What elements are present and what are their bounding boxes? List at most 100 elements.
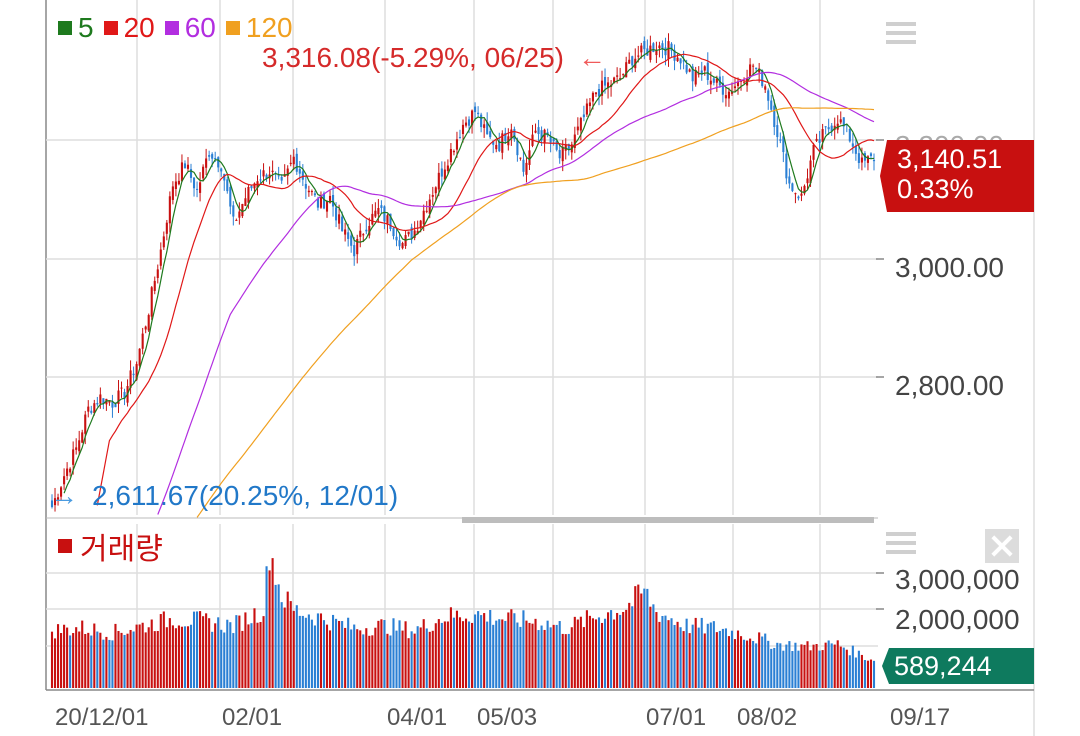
volume-bar xyxy=(380,619,383,688)
min-price-text: 2,611.67(20.25%, 12/01) xyxy=(92,480,399,511)
candle-body xyxy=(202,166,205,179)
volume-bar xyxy=(108,639,111,688)
volume-bar xyxy=(513,613,516,688)
volume-bar xyxy=(649,606,652,688)
volume-bar xyxy=(767,640,770,688)
candle-body xyxy=(474,106,477,113)
candle-body xyxy=(168,196,171,224)
volume-bar xyxy=(63,624,66,688)
volume-bar xyxy=(691,624,694,688)
volume-bar xyxy=(836,640,839,688)
volume-bar xyxy=(733,639,737,688)
volume-bar xyxy=(93,623,96,688)
candle-body xyxy=(567,143,570,150)
candle-body xyxy=(628,59,631,64)
volume-bar xyxy=(742,639,746,688)
volume-bar xyxy=(322,620,326,688)
candle-body xyxy=(525,162,528,175)
volume-bar xyxy=(685,618,688,688)
volume-bar xyxy=(250,623,253,688)
legend-ma5[interactable]: 5 xyxy=(58,12,94,44)
legend-ma120[interactable]: 120 xyxy=(225,12,293,44)
volume-bar xyxy=(582,627,585,688)
candle-body xyxy=(691,66,694,82)
candle-body xyxy=(307,190,310,193)
price-menu-icon[interactable] xyxy=(886,22,916,49)
volume-bar xyxy=(706,623,709,688)
volume-bar xyxy=(555,624,558,688)
price-axis-label-2800: 2,800.00 xyxy=(895,370,1004,401)
volume-bar xyxy=(869,659,873,688)
volume-bar xyxy=(180,626,184,688)
candle-body xyxy=(189,169,193,178)
volume-menu-icon[interactable] xyxy=(886,532,916,559)
candle-body xyxy=(749,64,752,77)
volume-bar xyxy=(585,610,588,688)
volume-bar xyxy=(316,613,319,688)
price-axis-label-3000: 3,000.00 xyxy=(895,252,1004,283)
volume-bar xyxy=(564,634,567,688)
candle-body xyxy=(715,78,718,83)
volume-bar xyxy=(534,618,537,688)
candle-body xyxy=(712,78,715,83)
candle-body xyxy=(703,66,706,71)
candle-body xyxy=(700,70,703,75)
candle-body xyxy=(425,210,428,212)
volume-bar xyxy=(120,632,123,688)
candle-body xyxy=(401,243,404,249)
candle-body xyxy=(322,193,326,209)
volume-bar xyxy=(495,620,498,688)
volume-bar xyxy=(313,625,316,688)
candle-body xyxy=(727,91,730,99)
volume-bar xyxy=(232,633,235,688)
candle-body xyxy=(767,90,770,101)
volume-bar xyxy=(631,606,634,688)
volume-bar xyxy=(280,602,283,688)
panel-splitter[interactable] xyxy=(462,517,874,523)
volume-bar xyxy=(848,655,851,688)
candle-body xyxy=(576,126,579,131)
legend-ma20[interactable]: 20 xyxy=(103,12,155,44)
volume-bar xyxy=(573,616,576,688)
volume-bar xyxy=(84,633,87,688)
candle-body xyxy=(607,82,610,89)
candle-body xyxy=(335,207,338,221)
candle-body xyxy=(87,406,90,412)
candle-body xyxy=(262,170,265,177)
candle-body xyxy=(50,500,54,508)
volume-bar xyxy=(552,624,555,688)
candle-body xyxy=(383,206,386,222)
volume-bar xyxy=(90,635,93,688)
volume-bar xyxy=(776,642,779,688)
volume-bar xyxy=(561,633,564,688)
legend-ma60[interactable]: 60 xyxy=(164,12,216,44)
close-icon[interactable] xyxy=(985,529,1019,563)
volume-bar xyxy=(812,644,815,688)
candle-body xyxy=(437,172,440,190)
current-change: 0.33% xyxy=(897,174,974,204)
volume-bar xyxy=(205,613,208,688)
candle-body xyxy=(830,125,833,132)
date-label-1: 02/01 xyxy=(222,704,283,731)
candle-body xyxy=(649,45,652,60)
volume-bar xyxy=(365,628,368,688)
volume-bar xyxy=(697,627,700,688)
candle-body xyxy=(537,127,540,135)
candle-body xyxy=(238,211,241,218)
candle-body xyxy=(573,134,576,148)
candle-body xyxy=(549,136,552,143)
candle-body xyxy=(446,165,449,171)
candle-body xyxy=(53,498,57,506)
volume-bar xyxy=(374,627,377,688)
volume-bar xyxy=(419,627,422,688)
volume-bar xyxy=(377,620,380,688)
candle-body xyxy=(443,169,446,180)
current-volume-badge: 589,244 xyxy=(882,648,1034,684)
candle-body xyxy=(271,170,274,172)
candle-body xyxy=(147,315,150,331)
volume-bar xyxy=(328,630,332,688)
volume-bar xyxy=(739,636,743,688)
volume-bar xyxy=(842,647,845,688)
candle-body xyxy=(347,232,350,239)
candle-body xyxy=(72,449,75,465)
